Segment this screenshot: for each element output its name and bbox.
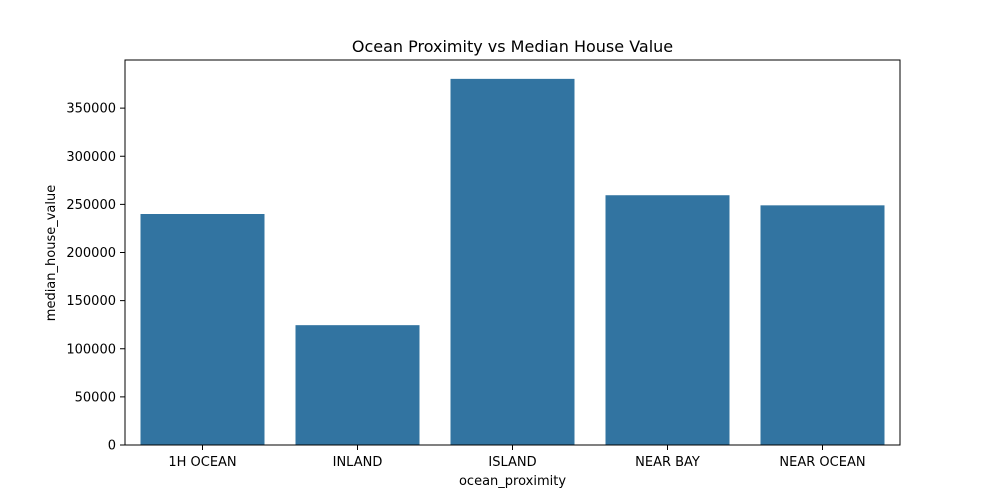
y-tick-label: 50000 — [75, 390, 116, 405]
bar-island — [450, 78, 575, 446]
x-axis-ticks: 1H OCEAN INLAND ISLAND NEAR BAY NEAR OCEAN — [168, 445, 866, 470]
y-axis-label: median_house_value — [44, 185, 59, 321]
chart-title: Ocean Proximity vs Median House Value — [352, 37, 673, 56]
plot-frame — [124, 59, 901, 446]
y-tick-label: 350000 — [66, 102, 116, 117]
bars-group — [140, 78, 885, 446]
bar-inland — [295, 325, 420, 445]
y-tick-label: 0 — [108, 439, 116, 454]
y-tick-label: 200000 — [66, 246, 116, 261]
x-tick-label: NEAR OCEAN — [779, 455, 865, 470]
bar-1h-ocean — [140, 214, 265, 445]
x-axis-label: ocean_proximity — [459, 474, 566, 489]
x-tick-label: INLAND — [333, 455, 383, 470]
x-tick-label: NEAR BAY — [635, 455, 700, 470]
bar-near-ocean — [760, 205, 885, 445]
y-tick-label: 250000 — [66, 198, 116, 213]
y-tick-label: 150000 — [66, 294, 116, 309]
x-tick-label: ISLAND — [488, 455, 536, 470]
bar-near-bay — [605, 195, 730, 445]
y-tick-label: 300000 — [66, 150, 116, 165]
y-axis-ticks: 0 50000 100000 150000 200000 250000 300000 3500… — [66, 102, 125, 454]
x-tick-label: 1H OCEAN — [168, 455, 236, 470]
y-tick-label: 100000 — [66, 342, 116, 357]
plot-area: 1H OCEAN INLAND ISLAND NEAR BAY NEAR OCEAN 0… — [66, 59, 901, 470]
